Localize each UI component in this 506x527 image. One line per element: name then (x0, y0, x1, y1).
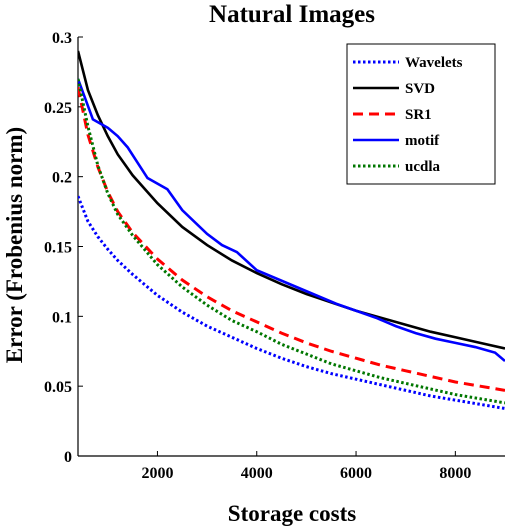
y-tick-label-0: 0 (64, 449, 72, 466)
y-axis-label: Error (Frobenius norm) (2, 127, 27, 363)
y-tick-label-1: 0.05 (44, 379, 72, 396)
x-axis-label: Storage costs (228, 501, 356, 526)
y-tick-label-6: 0.3 (52, 30, 72, 47)
legend-label-sr1: SR1 (405, 107, 432, 123)
plot-area: 2000 4000 6000 8000 0 0.05 0.1 0.15 0.2 0.25 0.3 Wa… (44, 30, 505, 482)
series-line-wavelets (78, 195, 505, 410)
x-tick-label-2: 6000 (340, 465, 372, 482)
chart-title: Natural Images (209, 1, 375, 28)
series-line-sr1 (78, 86, 505, 392)
legend-label-ucdla: ucdla (405, 159, 441, 175)
y-tick-label-4: 0.2 (52, 170, 72, 187)
y-tick-label-5: 0.25 (44, 100, 72, 117)
y-tick-label-3: 0.15 (44, 240, 72, 257)
y-tick-label-2: 0.1 (52, 309, 72, 326)
series-line-motif (78, 78, 505, 363)
x-tick-label-0: 2000 (141, 465, 173, 482)
legend-label-motif: motif (405, 133, 440, 149)
x-tick-label-1: 4000 (241, 465, 273, 482)
legend-label-wavelets: Wavelets (405, 55, 463, 71)
series-line-svd (78, 50, 505, 350)
legend-label-svd: SVD (405, 81, 435, 97)
series-line-ucdla (78, 78, 505, 405)
x-tick-label-3: 8000 (439, 465, 471, 482)
